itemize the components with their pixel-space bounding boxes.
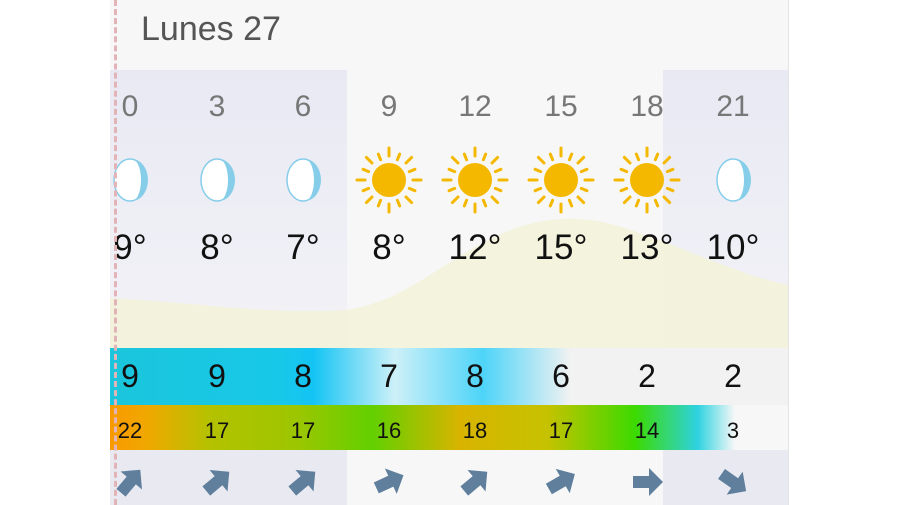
- hour-label: 21: [716, 90, 750, 123]
- wind-gust: 17: [204, 418, 230, 443]
- wind-direction-arrow-icon: [690, 462, 776, 502]
- moon-icon: [260, 148, 346, 212]
- hour-label: 0: [121, 90, 139, 123]
- wind-direction-arrow-icon: [346, 462, 432, 502]
- wind-direction-arrow-icon: [110, 462, 173, 502]
- moon-icon: [110, 148, 173, 212]
- sun-icon: [604, 146, 690, 214]
- temperature: 15°: [534, 228, 588, 267]
- wind-speed: 8: [466, 358, 484, 394]
- wind-gust: 18: [462, 418, 488, 443]
- wind-gust-band: [110, 405, 735, 450]
- temperature: 9°: [113, 228, 147, 267]
- wind-speed-band: [110, 348, 788, 405]
- hour-label: 15: [544, 90, 578, 123]
- day-title: Lunes 27: [141, 10, 281, 48]
- sun-icon: [518, 146, 604, 214]
- divider: [788, 0, 789, 505]
- moon-icon: [174, 148, 260, 212]
- hour-label: 3: [208, 90, 226, 123]
- wind-direction-arrow-icon: [432, 462, 518, 502]
- wind-gust: 17: [548, 418, 574, 443]
- sun-icon: [346, 146, 432, 214]
- hour-label: 12: [458, 90, 492, 123]
- wind-speed: 2: [638, 358, 656, 394]
- temperature: 8°: [372, 228, 406, 267]
- hour-label: 9: [380, 90, 398, 123]
- wind-gust: 17: [290, 418, 316, 443]
- temperature: 7°: [286, 228, 320, 267]
- hour-label: 18: [630, 90, 664, 123]
- temperature: 8°: [200, 228, 234, 267]
- temperature: 12°: [448, 228, 502, 267]
- temperature-curve: [110, 218, 788, 348]
- wind-gust: 22: [117, 418, 143, 443]
- wind-direction-arrow-icon: [260, 462, 346, 502]
- wind-speed: 9: [121, 358, 139, 394]
- wind-speed: 8: [294, 358, 312, 394]
- wind-direction-arrow-icon: [518, 462, 604, 502]
- wind-direction-arrow-icon: [604, 462, 690, 502]
- forecast-panel: Lunes 27 0 9° 9 22 3 8° 9 17 6 7° 8 17 9 8° 7 16 12 12° 8 1…: [110, 0, 788, 505]
- wind-speed: 2: [724, 358, 742, 394]
- hour-label: 6: [294, 90, 312, 123]
- moon-icon: [690, 148, 776, 212]
- wind-gust: 3: [726, 418, 740, 443]
- wind-speed: 6: [552, 358, 570, 394]
- wind-gust: 16: [376, 418, 402, 443]
- temperature: 10°: [706, 228, 760, 267]
- wind-speed: 7: [380, 358, 398, 394]
- sun-icon: [432, 146, 518, 214]
- wind-gust: 14: [634, 418, 660, 443]
- current-time-marker: [114, 0, 117, 505]
- wind-direction-arrow-icon: [174, 462, 260, 502]
- wind-speed: 9: [208, 358, 226, 394]
- temperature: 13°: [620, 228, 674, 267]
